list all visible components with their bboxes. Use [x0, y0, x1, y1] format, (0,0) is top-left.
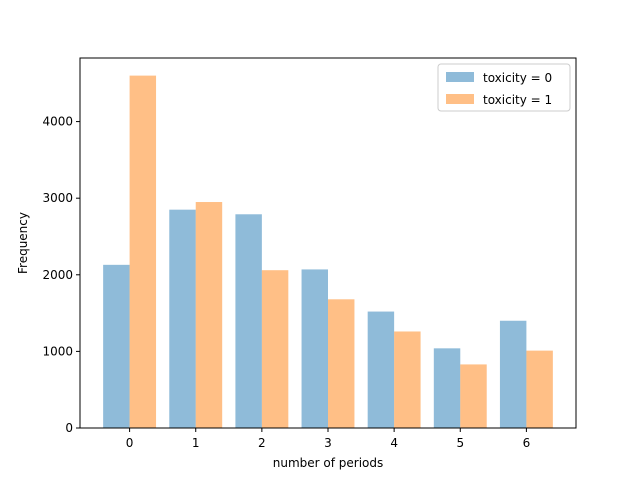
legend-label-series-1: toxicity = 1 [483, 93, 552, 107]
y-tick-label: 1000 [42, 344, 73, 358]
y-tick-label: 0 [65, 421, 73, 435]
y-tick-label: 3000 [42, 191, 73, 205]
legend: toxicity = 0 toxicity = 1 [437, 63, 571, 112]
bar-series-0-2 [235, 214, 262, 428]
bar-series-1-5 [460, 364, 487, 428]
x-tick-label: 5 [456, 436, 464, 450]
y-tick-label: 4000 [42, 115, 73, 129]
x-tick-label: 0 [126, 436, 134, 450]
bar-series-0-1 [169, 209, 196, 428]
y-tick-label: 2000 [42, 268, 73, 282]
x-tick-label: 1 [192, 436, 200, 450]
bar-series-0-3 [301, 269, 328, 428]
bar-series-1-4 [394, 331, 421, 428]
y-axis-title: Frequency [16, 212, 30, 274]
bar-series-0-0 [103, 264, 130, 428]
legend-swatch-series-1 [446, 94, 474, 104]
x-tick-label: 3 [324, 436, 332, 450]
bar-series-1-6 [526, 350, 553, 428]
x-axis-title: number of periods [273, 456, 384, 470]
bar-series-0-4 [367, 311, 395, 428]
bar-series-1-2 [261, 270, 289, 428]
bar-series-0-5 [433, 348, 461, 428]
x-tick-label: 2 [258, 436, 266, 450]
bar-series-1-3 [328, 299, 355, 428]
legend-swatch-series-0 [446, 72, 474, 82]
bar-series-1-0 [129, 75, 157, 428]
bar-series-0-6 [499, 320, 527, 428]
bars-layer [103, 75, 553, 428]
bar-series-1-1 [195, 202, 223, 428]
y-axis-ticks: 0 1000 2000 3000 4000 [42, 115, 80, 435]
legend-label-series-0: toxicity = 0 [483, 71, 552, 85]
x-tick-label: 6 [523, 436, 531, 450]
x-tick-label: 4 [390, 436, 398, 450]
x-axis-ticks: 0 1 2 3 4 5 6 [126, 428, 530, 450]
plot-frame [79, 57, 577, 429]
